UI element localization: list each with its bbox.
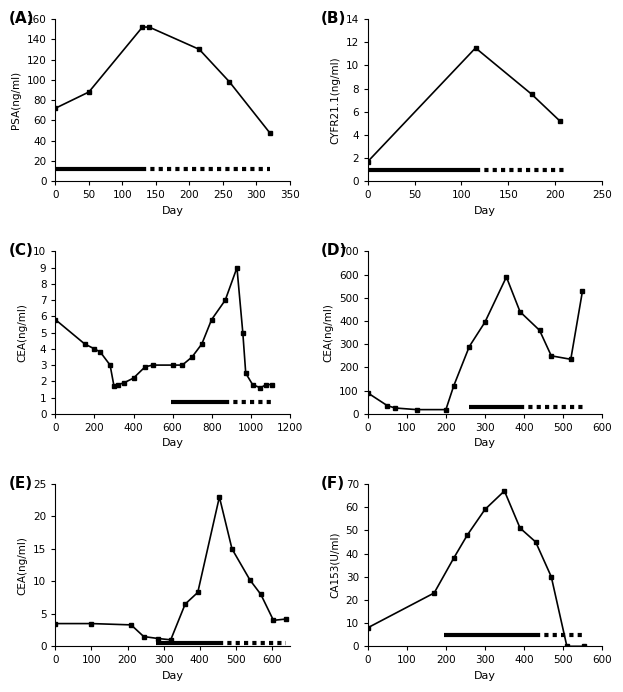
Text: (E): (E)	[9, 476, 33, 491]
X-axis label: Day: Day	[161, 206, 184, 216]
X-axis label: Day: Day	[474, 671, 496, 681]
Y-axis label: CA153(U/ml): CA153(U/ml)	[330, 532, 340, 599]
Text: (D): (D)	[321, 244, 348, 258]
X-axis label: Day: Day	[474, 438, 496, 448]
X-axis label: Day: Day	[161, 671, 184, 681]
Text: (C): (C)	[9, 244, 34, 258]
Y-axis label: CEA(ng/ml): CEA(ng/ml)	[17, 536, 27, 594]
Text: (B): (B)	[321, 11, 346, 26]
Y-axis label: CYFR21.1(ng/ml): CYFR21.1(ng/ml)	[330, 56, 340, 144]
X-axis label: Day: Day	[474, 206, 496, 216]
Text: (F): (F)	[321, 476, 345, 491]
Y-axis label: PSA(ng/ml): PSA(ng/ml)	[11, 71, 21, 129]
X-axis label: Day: Day	[161, 438, 184, 448]
Text: (A): (A)	[9, 11, 34, 26]
Y-axis label: CEA(ng/ml): CEA(ng/ml)	[323, 303, 333, 362]
Y-axis label: CEA(ng/ml): CEA(ng/ml)	[17, 303, 28, 362]
